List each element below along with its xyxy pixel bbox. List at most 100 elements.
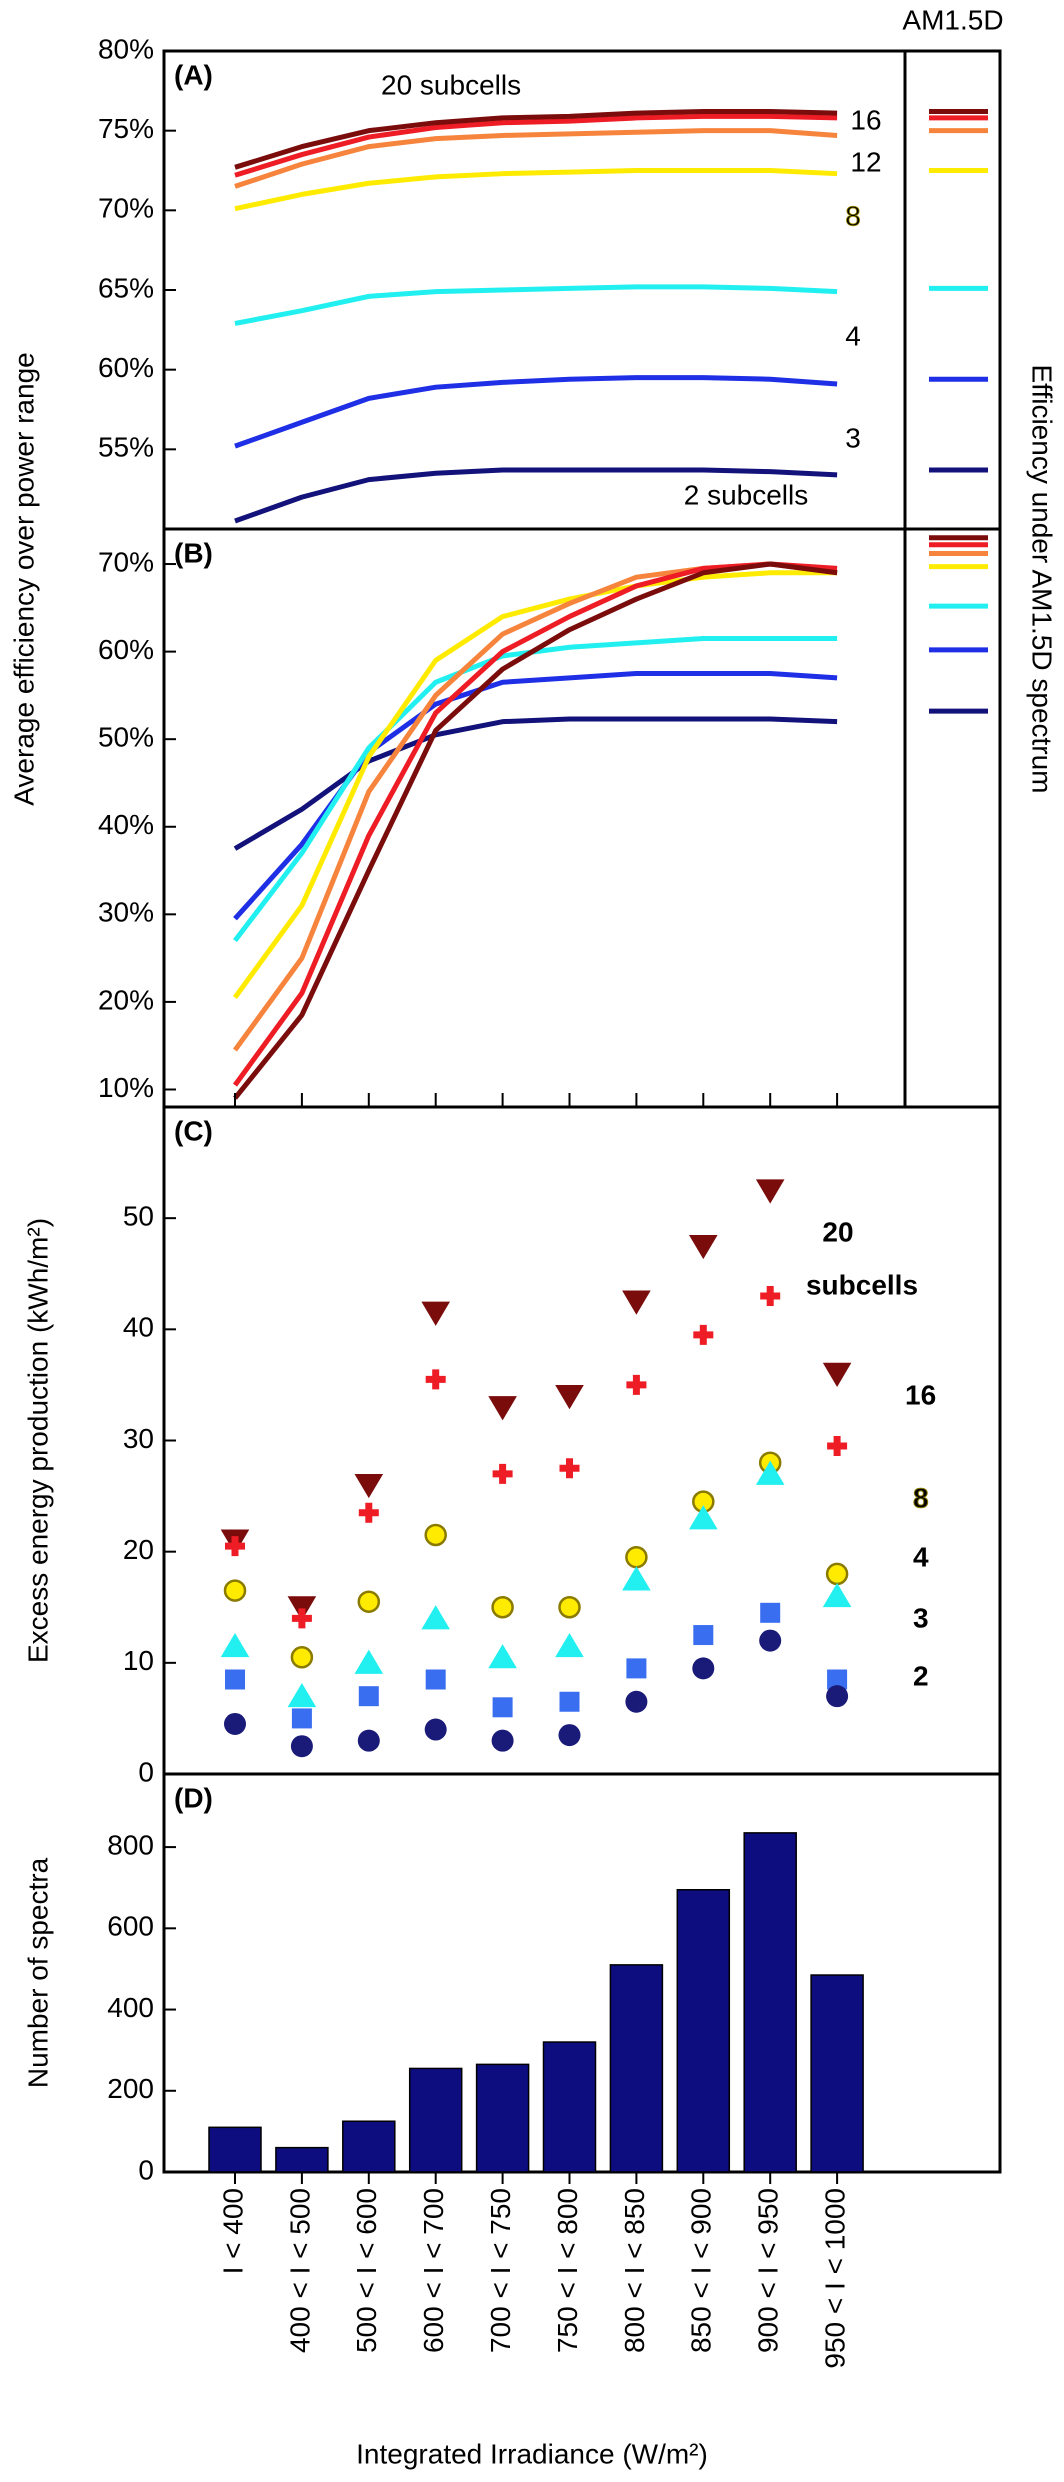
marker bbox=[357, 1590, 381, 1613]
marker bbox=[488, 1644, 517, 1669]
marker bbox=[225, 1669, 245, 1690]
y-tick-label: 400 bbox=[107, 1992, 154, 2023]
series-line bbox=[234, 128, 838, 189]
y-tick-label: 50% bbox=[98, 722, 154, 753]
marker bbox=[626, 1658, 647, 1679]
x-tick-label: I < 400 bbox=[217, 2188, 248, 2274]
marker bbox=[555, 1385, 584, 1410]
marker bbox=[559, 1458, 580, 1479]
marker bbox=[424, 1523, 447, 1547]
marker bbox=[287, 1682, 317, 1708]
marker bbox=[224, 1712, 246, 1735]
marker bbox=[826, 1685, 849, 1708]
marker bbox=[492, 1463, 513, 1484]
series-line bbox=[234, 109, 838, 170]
y-tick-label: 55% bbox=[98, 432, 154, 463]
y-tick-label: 80% bbox=[98, 33, 154, 64]
y-tick-label: 20 bbox=[123, 1534, 154, 1565]
marker bbox=[421, 1301, 450, 1326]
y-axis-title: Excess energy production (kWh/m²) bbox=[22, 1218, 53, 1663]
y-tick-label: 800 bbox=[107, 1829, 154, 1860]
marker bbox=[491, 1596, 514, 1619]
y-tick-label: 20% bbox=[98, 984, 154, 1015]
series-line bbox=[233, 716, 838, 851]
marker bbox=[291, 1608, 312, 1629]
panel-label: (B) bbox=[174, 537, 213, 568]
marker bbox=[358, 1686, 379, 1707]
y-tick-label: 600 bbox=[107, 1911, 154, 1942]
marker bbox=[492, 1697, 513, 1718]
marker bbox=[622, 1566, 651, 1591]
series-label: 3 bbox=[845, 422, 861, 453]
y-tick-label: 40 bbox=[123, 1312, 154, 1343]
marker bbox=[558, 1596, 581, 1619]
y-tick-label: 200 bbox=[107, 2073, 154, 2104]
series-line bbox=[233, 561, 838, 1100]
panel-label: (D) bbox=[174, 1782, 213, 1813]
y-tick-label: 10 bbox=[123, 1645, 154, 1676]
panel-label: (A) bbox=[174, 59, 213, 90]
marker bbox=[491, 1729, 514, 1752]
marker bbox=[755, 1460, 785, 1485]
series-line bbox=[234, 113, 838, 178]
marker bbox=[425, 1669, 446, 1690]
series-line bbox=[232, 561, 838, 1087]
marker bbox=[421, 1605, 450, 1630]
bar bbox=[542, 2041, 597, 2173]
y2-axis-title: Efficiency under AM1.5D spectrum bbox=[1027, 364, 1058, 793]
series-label: 4 bbox=[913, 1541, 929, 1572]
series-label: 8 bbox=[913, 1482, 929, 1513]
marker bbox=[559, 1691, 580, 1712]
bar bbox=[408, 2067, 463, 2173]
marker bbox=[290, 1735, 313, 1758]
marker bbox=[760, 1602, 781, 1623]
marker bbox=[354, 1649, 384, 1674]
y-tick-label: 0 bbox=[138, 1756, 154, 1787]
marker bbox=[693, 1625, 714, 1646]
marker bbox=[558, 1724, 581, 1747]
series-label: 3 bbox=[913, 1602, 929, 1633]
series-line bbox=[234, 284, 838, 326]
y-tick-label: 60% bbox=[98, 634, 154, 665]
y-axis-title: Average efficiency over power range bbox=[8, 352, 39, 805]
y-tick-label: 70% bbox=[98, 546, 154, 577]
marker bbox=[354, 1473, 384, 1499]
marker bbox=[358, 1502, 379, 1523]
series-label: 4 bbox=[845, 320, 861, 351]
x-tick-label: 700 < I < 750 bbox=[485, 2188, 516, 2353]
y-tick-label: 0 bbox=[138, 2154, 154, 2185]
series-label: 2 bbox=[913, 1660, 929, 1691]
marker bbox=[223, 1579, 247, 1602]
x-tick-label: 800 < I < 850 bbox=[619, 2188, 650, 2353]
bar bbox=[743, 1832, 797, 2173]
marker bbox=[692, 1657, 715, 1680]
x-tick-label: 400 < I < 500 bbox=[284, 2188, 315, 2353]
x-tick-label: 750 < I < 800 bbox=[552, 2188, 583, 2353]
series-label: 8 bbox=[845, 200, 861, 231]
marker bbox=[626, 1374, 647, 1395]
marker bbox=[822, 1362, 852, 1387]
marker bbox=[760, 1285, 781, 1306]
series-line bbox=[232, 570, 838, 1000]
x-tick-label: 900 < I < 950 bbox=[753, 2188, 784, 2353]
marker bbox=[220, 1632, 250, 1658]
marker bbox=[689, 1234, 718, 1260]
series-line bbox=[233, 671, 838, 921]
marker bbox=[622, 1290, 651, 1315]
x-tick-label: 600 < I < 700 bbox=[418, 2188, 449, 2353]
panel-label: (C) bbox=[174, 1115, 213, 1146]
marker bbox=[290, 1646, 314, 1669]
y-tick-label: 75% bbox=[98, 113, 154, 144]
marker bbox=[689, 1505, 718, 1530]
marker bbox=[822, 1582, 852, 1608]
marker bbox=[625, 1690, 648, 1713]
series-label: 16 bbox=[850, 104, 881, 135]
series-label: 2 subcells bbox=[684, 479, 809, 510]
x-axis-title: Integrated Irradiance (W/m²) bbox=[356, 2438, 708, 2469]
series-label: 16 bbox=[905, 1379, 936, 1410]
series-line bbox=[234, 168, 838, 212]
series-line bbox=[234, 467, 838, 524]
bar bbox=[609, 1964, 664, 2173]
bar bbox=[676, 1888, 731, 2173]
